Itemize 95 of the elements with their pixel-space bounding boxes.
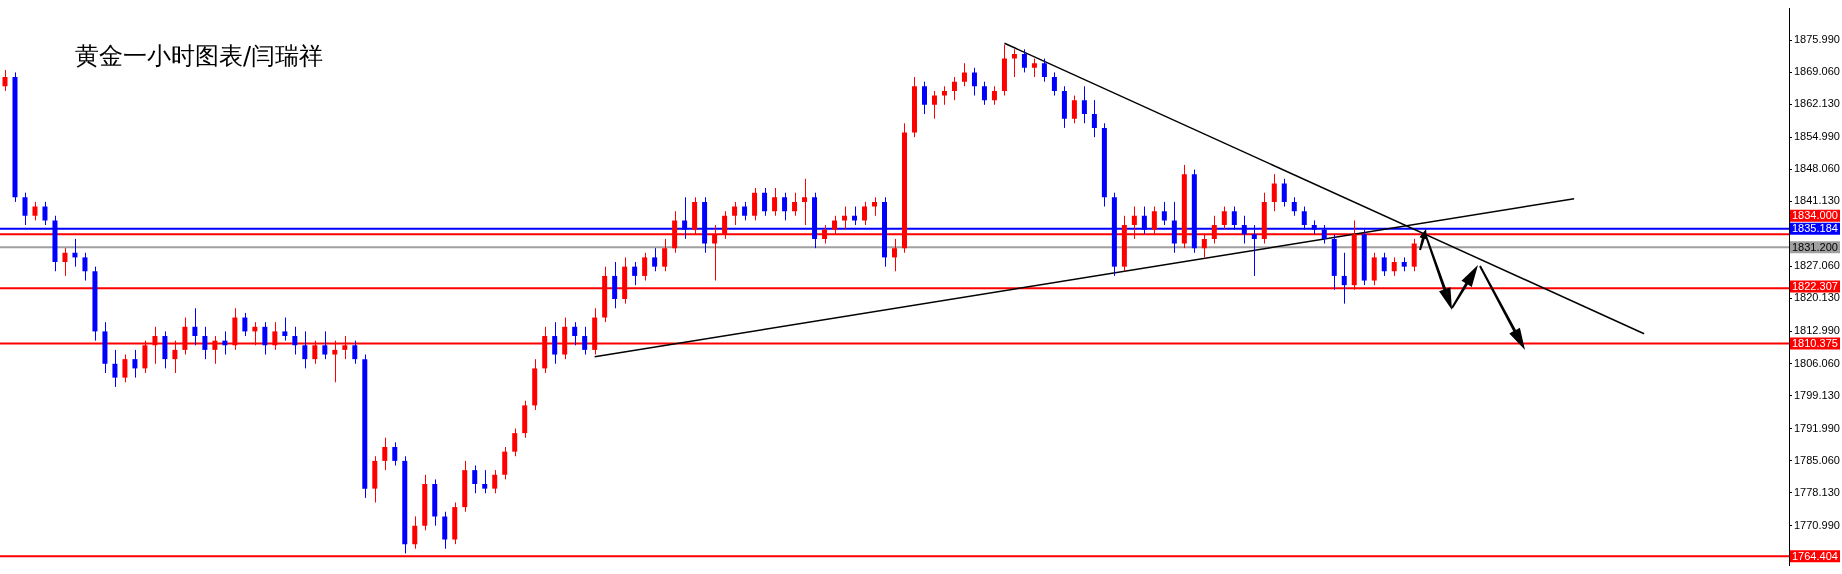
candlestick	[1381, 252, 1387, 277]
candlestick	[981, 81, 987, 106]
candlestick	[742, 201, 748, 221]
candlestick	[1371, 252, 1377, 286]
candlestick	[42, 201, 48, 226]
candlestick	[22, 192, 28, 226]
candlestick	[132, 349, 138, 379]
candlestick	[642, 252, 648, 282]
candlestick	[62, 247, 68, 277]
ref-line-label: 1764.404	[1792, 549, 1838, 562]
ref-line-label: 1834.000	[1792, 209, 1838, 222]
candlestick	[1051, 71, 1057, 97]
candlestick	[202, 326, 208, 360]
candlestick	[292, 326, 298, 356]
text: 黄金一小时图表/闫瑞祥	[75, 41, 324, 72]
candlestick	[162, 330, 168, 369]
candlestick	[782, 192, 788, 221]
y-tick-label: 1854.990	[1794, 130, 1840, 143]
candlestick	[502, 446, 508, 480]
candlestick	[872, 196, 878, 217]
candlestick	[732, 201, 738, 226]
candlestick	[552, 321, 558, 365]
y-tick-label: 1862.130	[1794, 97, 1840, 110]
candlestick	[612, 261, 618, 309]
candlestick	[762, 187, 768, 217]
candlestick	[82, 252, 88, 282]
candlestick	[632, 261, 638, 286]
y-tick-label: 1848.060	[1794, 162, 1840, 175]
y-tick-label: 1812.990	[1794, 324, 1840, 337]
candlestick	[572, 321, 578, 346]
y-tick-label: 1791.990	[1794, 421, 1840, 434]
y-tick-label: 1799.130	[1794, 388, 1840, 401]
candlestick	[122, 354, 128, 383]
y-tick-label: 1770.990	[1794, 518, 1840, 531]
ref-line-label: 1835.184	[1792, 222, 1838, 235]
candlestick	[482, 469, 488, 494]
y-tick-label: 1785.060	[1794, 453, 1840, 466]
ref-line-label: 1810.375	[1792, 337, 1838, 350]
candlestick	[382, 437, 388, 471]
candlestick	[2, 69, 8, 92]
candlestick	[1021, 48, 1027, 73]
y-tick-label: 1820.130	[1794, 291, 1840, 304]
candlestick	[1341, 252, 1347, 305]
candlestick	[1391, 256, 1397, 277]
candlestick	[1031, 58, 1037, 78]
candlestick	[941, 85, 947, 106]
y-tick-label: 1827.060	[1794, 259, 1840, 272]
candlestick	[1161, 201, 1167, 226]
candlestick	[302, 330, 308, 369]
candlestick	[652, 247, 658, 272]
candlestick	[1411, 238, 1417, 272]
candlestick	[242, 312, 248, 337]
candlestick	[112, 349, 118, 388]
candlestick	[282, 317, 288, 342]
candlestick	[961, 62, 967, 87]
y-tick-label: 1778.130	[1794, 485, 1840, 498]
candlestick	[1071, 95, 1077, 124]
candlestick	[412, 515, 418, 550]
candlestick	[862, 201, 868, 226]
candlestick	[352, 340, 358, 365]
candlestick	[892, 238, 897, 272]
ref-line-label: 1822.307	[1792, 279, 1838, 292]
candlestick	[1291, 196, 1297, 217]
candlestick	[582, 326, 588, 356]
y-tick-label: 1869.060	[1794, 65, 1840, 78]
candlestick	[921, 81, 927, 115]
y-tick-label: 1806.060	[1794, 356, 1840, 369]
candlestick	[472, 465, 478, 494]
candlestick	[192, 307, 198, 346]
candlestick	[991, 85, 997, 106]
candlestick	[1271, 173, 1277, 212]
candlestick	[662, 238, 668, 272]
candlestick	[1281, 178, 1287, 208]
candlestick	[1041, 58, 1047, 83]
candlestick	[792, 192, 798, 217]
candlestick	[1081, 85, 1087, 124]
candlestick	[322, 330, 328, 360]
candlestick	[32, 201, 38, 221]
candlestick	[1091, 99, 1097, 138]
candlestick	[262, 321, 268, 356]
y-tick-label: 1875.990	[1794, 33, 1840, 46]
candlestick	[802, 178, 808, 226]
candlestick	[392, 441, 398, 467]
y-tick-label: 1841.130	[1794, 194, 1840, 207]
candlestick	[951, 76, 957, 101]
candlestick	[772, 187, 778, 217]
candlestick	[1221, 206, 1227, 231]
candlestick	[1011, 48, 1017, 78]
ref-line-label: 1831.200	[1792, 240, 1838, 253]
candlestick	[512, 428, 518, 457]
candlestick	[971, 67, 977, 97]
candlestick	[442, 511, 448, 550]
candlestick	[752, 187, 758, 221]
candlestick	[931, 90, 937, 120]
candlestick	[492, 469, 498, 494]
